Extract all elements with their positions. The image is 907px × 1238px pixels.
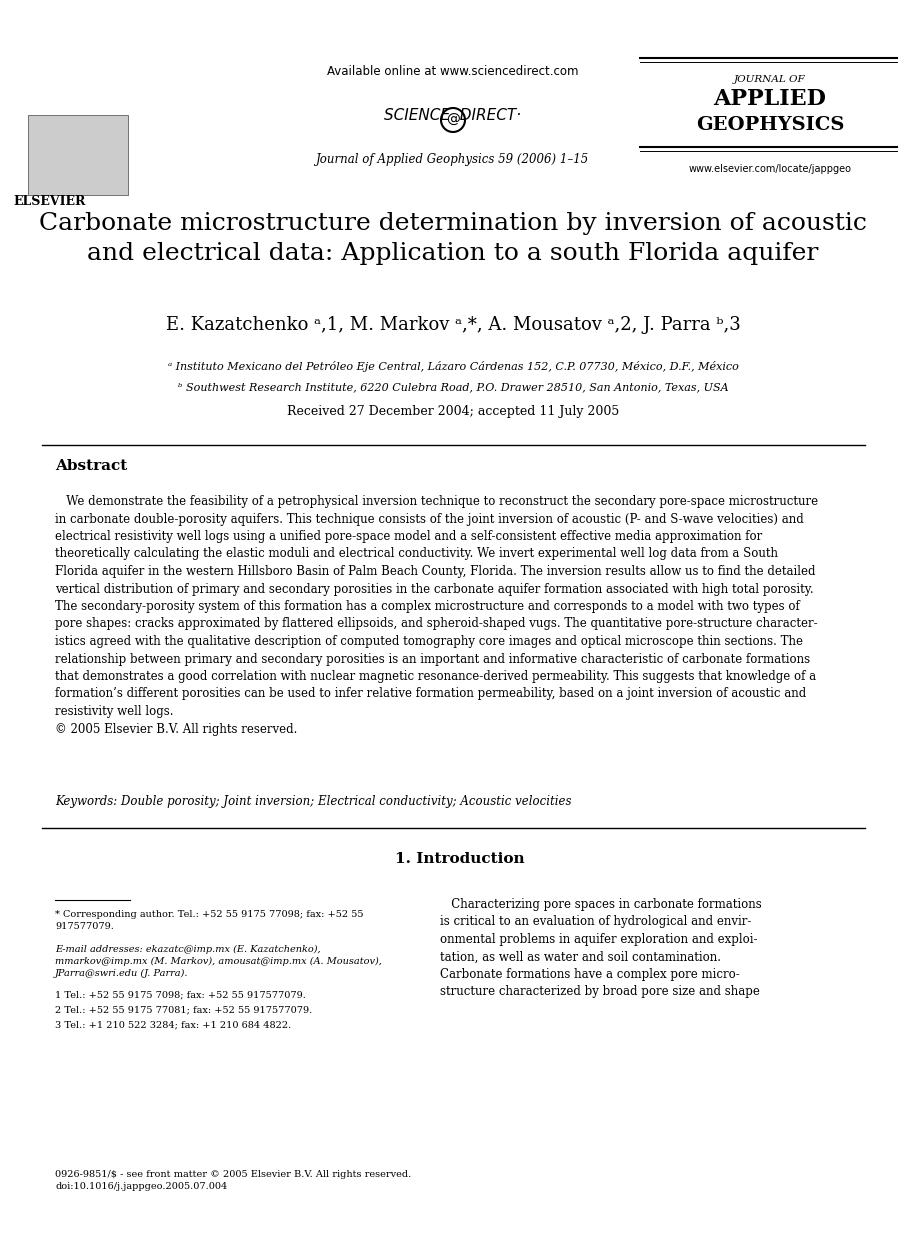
Text: www.elsevier.com/locate/jappgeo: www.elsevier.com/locate/jappgeo (688, 163, 852, 175)
Text: Characterizing pore spaces in carbonate formations
is critical to an evaluation : Characterizing pore spaces in carbonate … (440, 898, 762, 999)
Text: ᵇ Southwest Research Institute, 6220 Culebra Road, P.O. Drawer 28510, San Antoni: ᵇ Southwest Research Institute, 6220 Cul… (178, 383, 728, 392)
Text: JOURNAL OF: JOURNAL OF (734, 76, 806, 84)
Text: GEOPHYSICS: GEOPHYSICS (696, 116, 844, 134)
Text: Abstract: Abstract (55, 459, 127, 473)
Text: ELSEVIER: ELSEVIER (14, 196, 86, 208)
Text: * Corresponding author. Tel.: +52 55 9175 77098; fax: +52 55
917577079.: * Corresponding author. Tel.: +52 55 917… (55, 910, 364, 931)
Text: Carbonate microstructure determination by inversion of acoustic
and electrical d: Carbonate microstructure determination b… (39, 212, 867, 265)
Text: 1 Tel.: +52 55 9175 7098; fax: +52 55 917577079.: 1 Tel.: +52 55 9175 7098; fax: +52 55 91… (55, 990, 306, 999)
Text: Received 27 December 2004; accepted 11 July 2005: Received 27 December 2004; accepted 11 J… (287, 405, 619, 418)
Text: Keywords: Double porosity; Joint inversion; Electrical conductivity; Acoustic ve: Keywords: Double porosity; Joint inversi… (55, 795, 571, 808)
Text: APPLIED: APPLIED (714, 88, 826, 110)
Text: E-mail addresses: ekazatc@imp.mx (E. Kazatchenko),
mmarkov@imp.mx (M. Markov), a: E-mail addresses: ekazatc@imp.mx (E. Kaz… (55, 945, 382, 978)
Text: 0926-9851/$ - see front matter © 2005 Elsevier B.V. All rights reserved.
doi:10.: 0926-9851/$ - see front matter © 2005 El… (55, 1170, 411, 1191)
Text: ᵃ Instituto Mexicano del Petróleo Eje Central, Lázaro Cárdenas 152, C.P. 07730, : ᵃ Instituto Mexicano del Petróleo Eje Ce… (168, 361, 738, 371)
Text: Available online at www.sciencedirect.com: Available online at www.sciencedirect.co… (327, 66, 579, 78)
Text: 3 Tel.: +1 210 522 3284; fax: +1 210 684 4822.: 3 Tel.: +1 210 522 3284; fax: +1 210 684… (55, 1020, 291, 1029)
Text: @: @ (446, 113, 460, 128)
Text: Journal of Applied Geophysics 59 (2006) 1–15: Journal of Applied Geophysics 59 (2006) … (317, 154, 590, 166)
Text: We demonstrate the feasibility of a petrophysical inversion technique to reconst: We demonstrate the feasibility of a petr… (55, 495, 818, 735)
Text: 1. Introduction: 1. Introduction (395, 852, 525, 867)
Text: E. Kazatchenko ᵃ,1, M. Markov ᵃ,*, A. Mousatov ᵃ,2, J. Parra ᵇ,3: E. Kazatchenko ᵃ,1, M. Markov ᵃ,*, A. Mo… (166, 316, 740, 334)
Text: 2 Tel.: +52 55 9175 77081; fax: +52 55 917577079.: 2 Tel.: +52 55 9175 77081; fax: +52 55 9… (55, 1005, 312, 1014)
FancyBboxPatch shape (28, 115, 128, 196)
Text: SCIENCE  DIRECT·: SCIENCE DIRECT· (385, 108, 522, 123)
